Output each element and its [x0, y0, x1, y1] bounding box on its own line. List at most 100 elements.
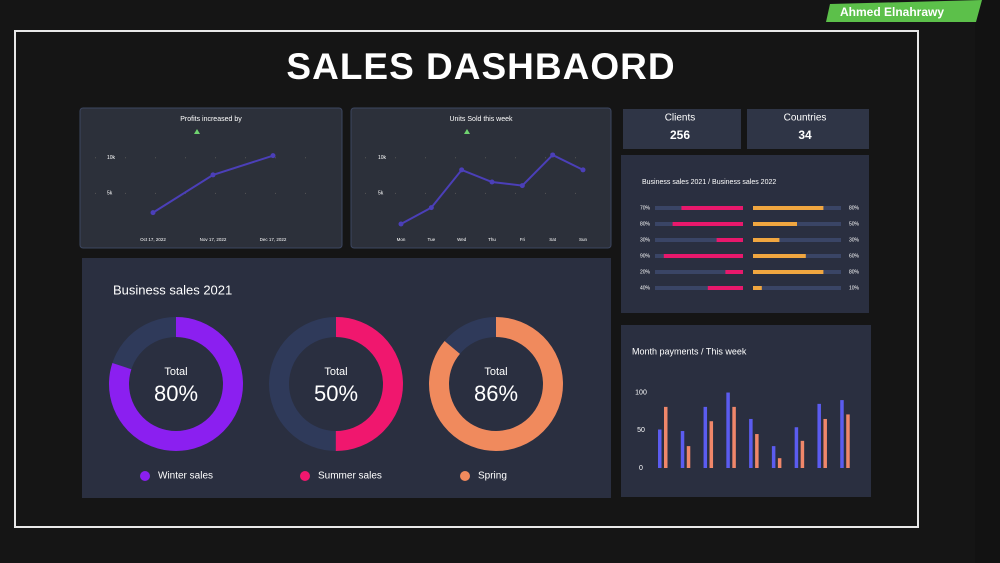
kpi-value: 256	[670, 128, 690, 142]
bar-track	[655, 238, 743, 242]
kpi-label: Countries	[784, 113, 827, 124]
badge: Ahmed Elnahrawy	[840, 5, 944, 19]
bar	[707, 286, 743, 290]
bar	[686, 446, 691, 468]
donut-center-label: Total	[484, 366, 507, 378]
x-tick-label: Tue	[428, 237, 436, 242]
bar	[663, 254, 743, 258]
x-tick-label: Nov 17, 2022	[200, 237, 227, 242]
point	[489, 179, 495, 185]
panel	[621, 325, 871, 497]
bar	[709, 421, 714, 468]
bar	[817, 403, 821, 468]
chart-title: Month payments / This week	[632, 346, 747, 356]
bar	[794, 427, 799, 468]
x-tick-label: Mon	[397, 237, 406, 242]
x-tick-label: Dec 17, 2022	[260, 237, 287, 242]
donut-arc	[429, 317, 563, 451]
bar	[755, 434, 759, 468]
trend-icon	[464, 129, 470, 134]
value-label: 80%	[849, 205, 860, 211]
donut-value-label: 86%	[474, 381, 518, 406]
donut-center-label: Total	[164, 366, 187, 378]
donut-center-label: Total	[324, 366, 347, 378]
x-tick-label: Sat	[549, 237, 557, 242]
bar	[726, 392, 730, 468]
value-label: 40%	[640, 285, 651, 291]
donut-arc	[269, 317, 403, 451]
value-label: 30%	[640, 237, 651, 243]
y-tick-label: 10k	[378, 155, 387, 161]
x-tick-label: Fri	[520, 237, 525, 242]
bar-track	[655, 286, 743, 290]
value-label: 20%	[640, 269, 651, 275]
bar	[681, 206, 743, 210]
value-label: 10%	[849, 285, 860, 291]
badge-bg	[826, 0, 982, 22]
point	[398, 221, 404, 227]
panel	[82, 258, 611, 498]
bar	[672, 222, 743, 226]
panel	[79, 107, 343, 249]
y-tick-label: 5k	[378, 191, 384, 197]
bar	[664, 406, 668, 468]
bar	[680, 431, 685, 468]
bar-track	[753, 286, 841, 290]
bar	[771, 446, 776, 468]
chart-title: Profits increased by	[180, 116, 242, 123]
legend-marker	[300, 471, 310, 481]
trend-icon	[194, 129, 200, 134]
point	[459, 167, 465, 173]
y-tick-label: 5k	[107, 191, 113, 197]
legend-marker	[460, 471, 470, 481]
value-label: 90%	[640, 253, 651, 259]
point	[428, 205, 434, 211]
chart-title: Units Sold this week	[449, 116, 513, 123]
value-label: 80%	[640, 221, 651, 227]
bar	[753, 254, 806, 258]
kpi-label: Clients	[665, 113, 696, 124]
point	[150, 210, 156, 216]
y-tick-label: 100	[635, 389, 647, 396]
bar	[658, 429, 662, 468]
point	[580, 167, 586, 173]
value-label: 70%	[640, 205, 651, 211]
bar	[777, 458, 782, 468]
donut-value-label: 50%	[314, 381, 358, 406]
value-label: 80%	[849, 269, 860, 275]
y-tick-label: 50	[637, 427, 645, 434]
bar	[823, 418, 827, 468]
bar	[753, 222, 797, 226]
bar	[800, 440, 805, 468]
kpi-card	[623, 109, 741, 149]
value-label: 50%	[849, 221, 860, 227]
legend-label: Winter sales	[158, 471, 213, 482]
dashboard-title: SALES DASHBAORD	[286, 46, 675, 87]
bar	[725, 270, 743, 274]
point	[210, 172, 216, 178]
kpi-value: 34	[798, 128, 812, 142]
bar-track	[753, 238, 841, 242]
chart-title: Business sales 2021	[113, 282, 232, 297]
x-tick-label: Thu	[488, 237, 496, 242]
x-tick-label: Sun	[579, 237, 588, 242]
kpi-card	[747, 109, 869, 149]
y-tick-label: 10k	[107, 155, 116, 161]
bar	[840, 400, 844, 468]
legend-marker	[140, 471, 150, 481]
bar	[753, 238, 780, 242]
legend-label: Spring	[478, 471, 507, 482]
x-tick-label: Wed	[457, 237, 467, 242]
point	[519, 183, 525, 189]
point	[550, 152, 556, 158]
point	[270, 153, 276, 159]
chart-title: Business sales 2021 / Business sales 202…	[642, 179, 776, 186]
bar	[753, 206, 824, 210]
bar-track	[655, 270, 743, 274]
bar	[716, 238, 743, 242]
legend-label: Summer sales	[318, 471, 382, 482]
x-tick-label: Oct 17, 2022	[140, 237, 166, 242]
bar	[703, 406, 708, 468]
